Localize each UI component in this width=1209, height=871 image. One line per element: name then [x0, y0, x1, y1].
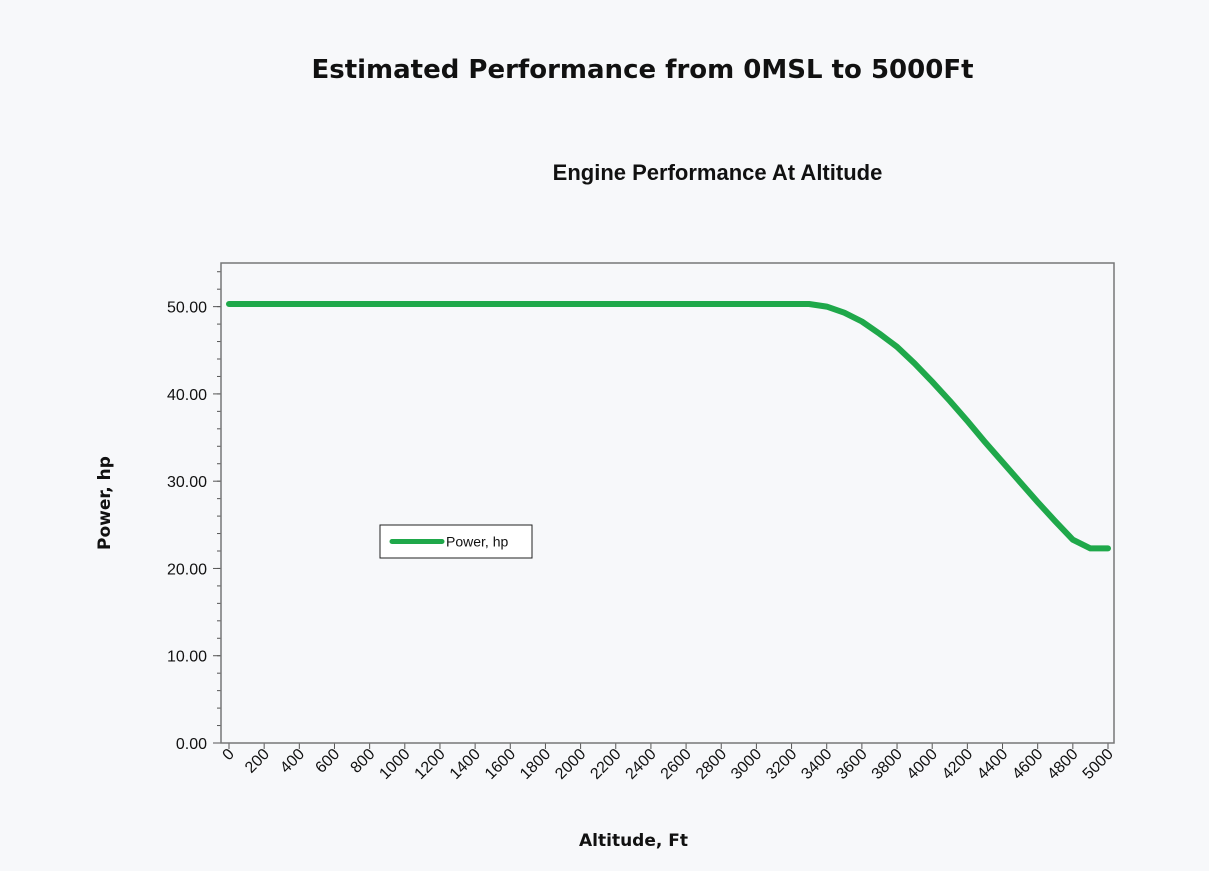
- y-tick-label: 40.00: [167, 387, 207, 404]
- x-tick-label: 3000: [728, 746, 765, 783]
- legend: Power, hp: [379, 524, 533, 559]
- x-tick-label: 200: [242, 746, 273, 777]
- x-tick-label: 2200: [587, 746, 624, 783]
- series-group: [226, 301, 1111, 552]
- y-tick-label: 10.00: [167, 649, 207, 666]
- legend-label: Power, hp: [446, 534, 508, 550]
- x-tick-label: 2000: [552, 746, 589, 783]
- x-tick-label: 4200: [939, 746, 976, 783]
- x-tick-label: 4000: [904, 746, 941, 783]
- x-tick-label: 2400: [623, 746, 660, 783]
- x-tick-label: 2600: [658, 746, 695, 783]
- y-axis-title: Power, hp: [95, 456, 115, 550]
- x-tick-label: 1600: [482, 746, 519, 783]
- x-tick-label: 4800: [1044, 746, 1081, 783]
- y-axis: 0.00 10.00 20.00 30.00 40.00 50.00: [167, 271, 221, 753]
- series-line-power: [226, 301, 1111, 552]
- x-tick-label: 1000: [376, 746, 413, 783]
- y-tick-label: 50.00: [167, 300, 207, 317]
- plot-area-frame: [220, 262, 1115, 744]
- x-axis-title: Altitude, Ft: [579, 831, 688, 851]
- x-tick-label: 600: [312, 746, 343, 777]
- y-tick-label: 0.00: [176, 736, 207, 753]
- x-tick-label: 3600: [834, 746, 871, 783]
- x-tick-label: 1400: [447, 746, 484, 783]
- x-tick-label: 400: [277, 746, 308, 777]
- x-tick-label: 4600: [1009, 746, 1046, 783]
- y-tick-label: 30.00: [167, 474, 207, 491]
- x-tick-label: 800: [348, 746, 379, 777]
- page-title: Estimated Performance from 0MSL to 5000F…: [311, 55, 974, 85]
- x-tick-label: 1800: [517, 746, 554, 783]
- x-tick-label: 3400: [798, 746, 835, 783]
- x-tick-label: 5000: [1080, 746, 1117, 783]
- x-tick-label: 4400: [974, 746, 1011, 783]
- chart-title: Engine Performance At Altitude: [552, 160, 883, 185]
- x-tick-label: 3200: [763, 746, 800, 783]
- x-tick-label: 3800: [869, 746, 906, 783]
- y-tick-label: 20.00: [167, 561, 207, 578]
- x-axis: 0 200 400 600 800100012001400160018002000220…: [220, 743, 1117, 783]
- x-tick-label: 2800: [693, 746, 730, 783]
- x-tick-label: 1200: [412, 746, 449, 783]
